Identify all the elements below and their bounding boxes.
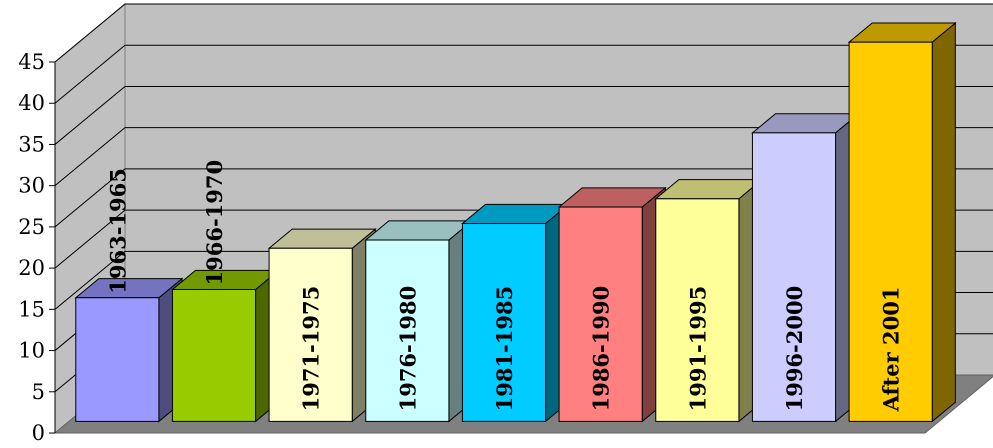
y-tick-label: 40	[18, 91, 45, 115]
bar-data-label: 1971-1975	[299, 286, 324, 412]
y-tick-label: 25	[18, 215, 45, 239]
bar-front-face	[558, 206, 643, 422]
bar-front-face	[848, 41, 933, 422]
bar-front-face	[171, 288, 257, 422]
y-tick-label: 5	[32, 380, 45, 404]
gridline	[54, 127, 993, 187]
bar-data-label: 1996-2000	[782, 286, 807, 412]
bar: 1986-1990	[557, 186, 667, 423]
y-tick-label: 20	[18, 256, 45, 280]
bar-data-label: 1981-1985	[492, 286, 517, 412]
bar-data-label: 1963-1965	[105, 168, 130, 294]
bar: 1996-2000	[751, 112, 861, 423]
bar-data-label: 1966-1970	[202, 160, 227, 286]
bar-side-face	[931, 21, 956, 423]
y-tick-label: 10	[18, 339, 45, 363]
y-tick-label: 15	[18, 297, 45, 321]
bar: 1966-1970	[171, 160, 281, 423]
y-tick-label: 45	[18, 50, 45, 74]
bar-front-face	[365, 239, 450, 422]
gridline	[54, 85, 993, 145]
y-tick-label: 0	[32, 421, 45, 445]
bar-data-label: 1976-1980	[395, 286, 420, 412]
gridline	[54, 44, 993, 104]
gridline	[54, 168, 993, 228]
bar-front-face	[655, 198, 740, 422]
bar-front-face	[75, 297, 160, 422]
bar-front-face	[461, 223, 547, 422]
bar: 1971-1975	[267, 228, 377, 423]
y-tick-label: 30	[18, 174, 45, 198]
bar: After 2001	[847, 21, 957, 423]
y-tick-label: 35	[18, 132, 45, 156]
bar-data-label: 1991-1995	[685, 286, 710, 412]
bar-data-label: 1986-1990	[589, 286, 614, 412]
gridline	[54, 3, 993, 63]
bar-front-face	[268, 247, 353, 422]
bar: 1991-1995	[654, 178, 764, 423]
bar: 1976-1980	[364, 219, 474, 423]
bar: 1981-1985	[461, 203, 571, 423]
bar-front-face	[751, 132, 837, 422]
bar-data-label: After 2001	[879, 287, 904, 413]
